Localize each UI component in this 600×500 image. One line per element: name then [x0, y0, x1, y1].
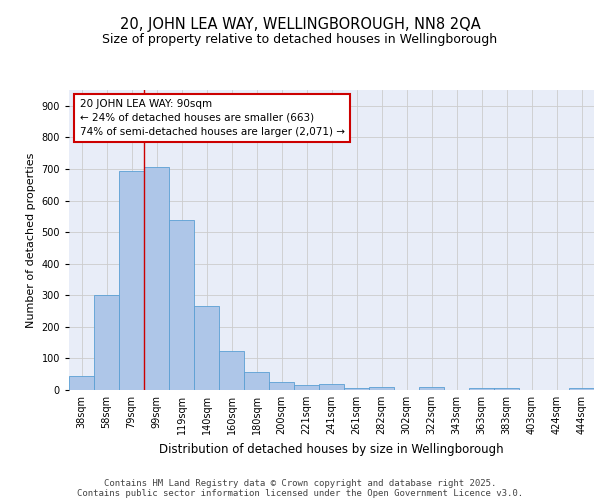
Bar [369, 387, 394, 390]
Bar [344, 388, 369, 390]
Bar [144, 166, 169, 390]
Text: Contains public sector information licensed under the Open Government Licence v3: Contains public sector information licen… [77, 488, 523, 498]
Text: Contains HM Land Registry data © Crown copyright and database right 2025.: Contains HM Land Registry data © Crown c… [104, 478, 496, 488]
Bar [69, 376, 94, 390]
Text: 20 JOHN LEA WAY: 90sqm
← 24% of detached houses are smaller (663)
74% of semi-de: 20 JOHN LEA WAY: 90sqm ← 24% of detached… [79, 99, 344, 137]
Bar [269, 382, 294, 390]
Text: Size of property relative to detached houses in Wellingborough: Size of property relative to detached ho… [103, 32, 497, 46]
Y-axis label: Number of detached properties: Number of detached properties [26, 152, 36, 328]
Bar [569, 388, 594, 390]
Bar [94, 296, 119, 390]
X-axis label: Distribution of detached houses by size in Wellingborough: Distribution of detached houses by size … [159, 442, 504, 456]
Bar [319, 384, 344, 390]
Bar [169, 220, 194, 390]
Bar [219, 352, 244, 390]
Bar [419, 387, 444, 390]
Bar [194, 306, 219, 390]
Bar [119, 170, 144, 390]
Bar [494, 388, 519, 390]
Bar [294, 386, 319, 390]
Text: 20, JOHN LEA WAY, WELLINGBOROUGH, NN8 2QA: 20, JOHN LEA WAY, WELLINGBOROUGH, NN8 2Q… [119, 18, 481, 32]
Bar [244, 372, 269, 390]
Bar [469, 388, 494, 390]
